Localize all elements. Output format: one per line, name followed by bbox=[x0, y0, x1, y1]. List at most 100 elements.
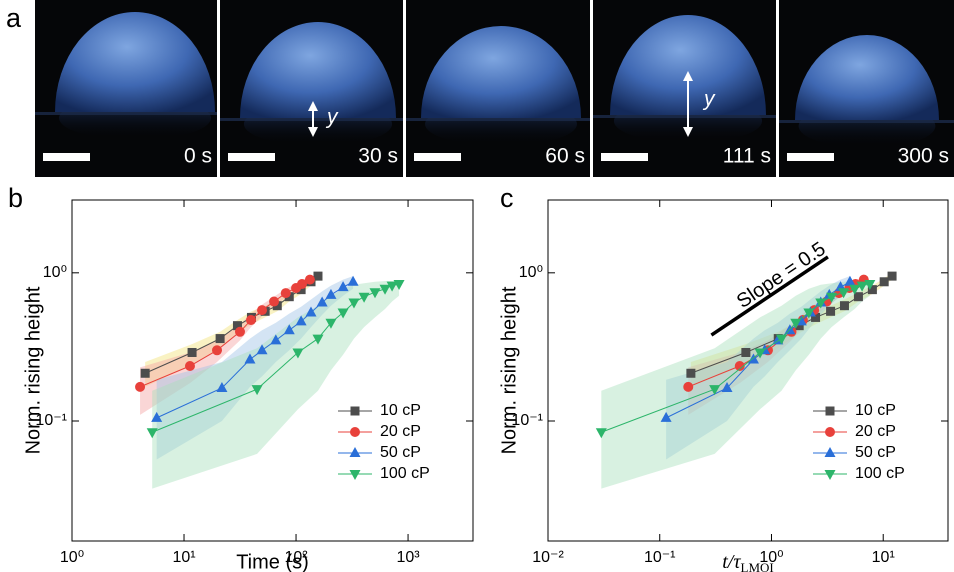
marker bbox=[216, 382, 228, 393]
plot-frame bbox=[547, 199, 949, 542]
marker bbox=[741, 347, 751, 357]
marker bbox=[257, 305, 268, 316]
marker bbox=[386, 281, 398, 292]
marker bbox=[232, 321, 242, 331]
substrate bbox=[220, 118, 403, 121]
marker bbox=[215, 334, 225, 344]
marker bbox=[272, 301, 282, 311]
marker bbox=[347, 275, 359, 286]
marker bbox=[151, 411, 163, 422]
legend-label: 100 cP bbox=[380, 465, 430, 482]
marker bbox=[292, 348, 304, 359]
photo: 0 s bbox=[35, 0, 217, 177]
legend-marker bbox=[350, 427, 360, 437]
legend-label: 50 cP bbox=[380, 444, 421, 461]
x-axis-label-subscript: LMOI bbox=[741, 560, 774, 572]
x-axis-label: t/τLMOI bbox=[722, 551, 774, 572]
photo: 111 s bbox=[593, 0, 776, 177]
marker bbox=[269, 296, 280, 307]
legend-label: 20 cP bbox=[380, 423, 421, 440]
x-axis-label: Time (s) bbox=[236, 551, 309, 572]
x-tick-label: 10² bbox=[284, 549, 308, 566]
scale-bar bbox=[43, 153, 90, 161]
marker bbox=[853, 292, 863, 302]
legend-label: 10 cP bbox=[855, 402, 896, 419]
legend-label: 50 cP bbox=[855, 444, 896, 461]
marker bbox=[867, 285, 877, 295]
time-label: 111 s bbox=[723, 145, 771, 168]
legend-marker bbox=[349, 470, 361, 480]
marker bbox=[325, 288, 337, 299]
marker bbox=[709, 385, 721, 396]
y-axis-label: Norm. rising height bbox=[498, 286, 520, 454]
marker bbox=[790, 318, 802, 329]
x-tick-label: 10⁰ bbox=[60, 549, 84, 566]
marker bbox=[686, 368, 696, 378]
marker bbox=[776, 334, 788, 345]
marker bbox=[803, 308, 815, 319]
droplet bbox=[795, 35, 939, 120]
marker bbox=[313, 271, 323, 281]
substrate bbox=[35, 112, 217, 115]
legend-marker bbox=[824, 470, 836, 480]
x-tick-label: 10⁻² bbox=[532, 549, 564, 566]
marker bbox=[251, 385, 263, 396]
marker bbox=[304, 274, 315, 285]
x-tick-label: 10³ bbox=[396, 549, 420, 566]
legend-marker bbox=[825, 406, 835, 416]
marker bbox=[283, 324, 295, 335]
marker bbox=[794, 321, 804, 331]
marker bbox=[234, 326, 245, 337]
marker bbox=[337, 281, 349, 292]
legend-label: 20 cP bbox=[855, 423, 896, 440]
legend-marker bbox=[824, 447, 836, 457]
marker bbox=[135, 381, 146, 392]
x-axis-label-main: t/τ bbox=[722, 551, 741, 572]
x-tick-label: 10¹ bbox=[872, 549, 895, 566]
slope-line bbox=[710, 255, 829, 337]
x-tick-label: 10⁰ bbox=[759, 549, 783, 566]
marker bbox=[348, 298, 360, 309]
marker bbox=[337, 308, 349, 319]
marker bbox=[184, 361, 195, 372]
marker bbox=[849, 284, 861, 295]
marker bbox=[212, 345, 223, 356]
y-tick-label: 10⁻¹ bbox=[35, 412, 67, 429]
marker bbox=[296, 285, 306, 295]
y-tick-label: 10⁻¹ bbox=[511, 412, 543, 429]
panel-label: a bbox=[6, 3, 22, 33]
substrate bbox=[406, 118, 590, 121]
scale-bar bbox=[787, 153, 834, 161]
scale-bar bbox=[414, 153, 461, 161]
marker bbox=[838, 288, 850, 299]
marker bbox=[369, 288, 381, 299]
droplet bbox=[240, 22, 396, 118]
panel-label: c bbox=[500, 183, 514, 213]
marker bbox=[379, 284, 391, 295]
marker bbox=[140, 368, 150, 378]
marker bbox=[146, 428, 158, 439]
marker bbox=[280, 288, 291, 299]
photo: 30 s bbox=[220, 0, 403, 177]
time-label: 0 s bbox=[184, 145, 212, 168]
marker bbox=[734, 361, 745, 372]
legend-marker bbox=[825, 427, 835, 437]
scale-bar bbox=[228, 153, 275, 161]
marker bbox=[305, 306, 317, 317]
marker bbox=[245, 315, 256, 326]
marker bbox=[256, 344, 268, 355]
photo: 300 s bbox=[779, 0, 954, 177]
marker bbox=[316, 296, 328, 307]
substrate bbox=[593, 115, 776, 118]
legend-marker bbox=[350, 406, 360, 416]
legend-label: 10 cP bbox=[380, 402, 421, 419]
marker bbox=[244, 353, 256, 364]
droplet bbox=[55, 12, 215, 112]
height-label: y bbox=[702, 88, 716, 111]
marker bbox=[295, 315, 307, 326]
marker bbox=[284, 292, 294, 302]
droplet bbox=[421, 26, 581, 118]
marker bbox=[325, 318, 337, 329]
y-tick-label: 10⁰ bbox=[43, 264, 67, 281]
